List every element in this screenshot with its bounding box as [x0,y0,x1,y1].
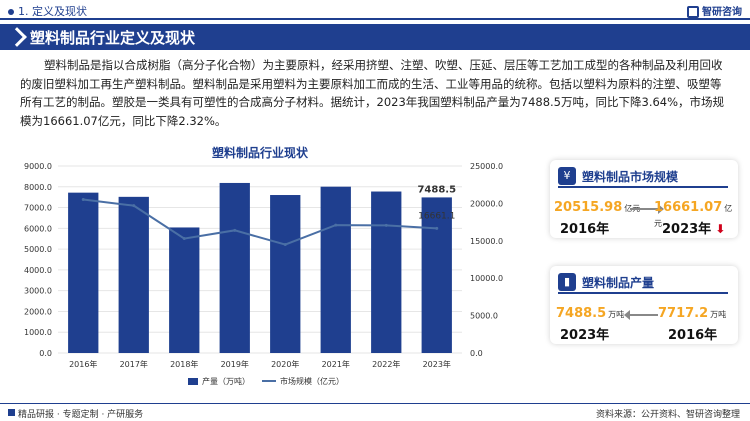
right-year: 2016年 [668,328,718,343]
right-number: 7717.2 [658,306,709,321]
bar [320,186,351,353]
series-line [83,198,437,246]
card-title: 塑料制品产量 [582,276,655,290]
legend-line-label: 市场规模（亿元） [280,376,344,386]
legend-bar-label: 产量（万吨） [202,376,250,386]
x-tick-label: 2020年 [271,359,299,369]
y-left-tick-label: 5000.0 [24,245,52,254]
y-right-tick-label: 20000.0 [470,199,503,208]
down-arrow-icon: ⬇ [711,222,726,236]
bar-data-label: 7488.5 [417,184,456,195]
card-header: ▮ 塑料制品产量 [558,272,728,294]
bar [169,227,200,353]
from-number: 20515.98 [554,200,623,215]
from-year: 2016年 [560,222,610,237]
y-right-tick-label: 25000.0 [470,162,503,171]
market-size-card: ¥ 塑料制品市场规模 20515.98亿元 16661.07亿元 2016年 2… [550,160,738,238]
y-left-tick-label: 3000.0 [24,287,52,296]
line-point [81,198,85,202]
bar [371,191,402,353]
to-year: 2023年 ⬇ [662,218,725,237]
line-point [384,223,388,227]
left-unit: 万吨 [608,310,625,319]
x-tick-label: 2019年 [221,359,249,369]
y-right-tick-label: 15000.0 [470,237,503,246]
money-icon: ¥ [558,167,576,185]
section-label: 1. 定义及现状 [8,3,87,19]
output-card: ▮ 塑料制品产量 7488.5 万吨 7717.2 万吨 2023年 2016年 [550,266,738,344]
intro-paragraph: 塑料制品是指以合成树脂（高分子化合物）为主要原料，经采用挤塑、注塑、吹塑、压延、… [20,58,725,128]
arrow-right-icon [630,204,664,214]
to-year-text: 2023年 [662,222,712,237]
bar-chart-icon: ▮ [558,273,576,291]
bar [118,196,149,353]
logo-icon [687,6,699,18]
x-tick-label: 2016年 [69,359,97,369]
brand-name: 智研咨询 [702,7,742,18]
x-tick-label: 2021年 [322,359,350,369]
to-unit: 亿元 [654,204,733,228]
x-tick-label: 2022年 [372,359,400,369]
left-number: 7488.5 [556,306,607,321]
section-text: 1. 定义及现状 [18,5,87,18]
page-title: 塑料制品行业定义及现状 [30,29,196,47]
y-left-tick-label: 0.0 [39,349,52,358]
from-value: 20515.98亿元 [554,200,640,215]
left-value: 7488.5 万吨 [556,306,624,321]
footer-square-icon [8,409,15,416]
right-value: 7717.2 万吨 [658,306,726,321]
legend-bar-swatch [188,378,198,385]
card-header: ¥ 塑料制品市场规模 [558,166,728,188]
line-point [182,237,186,241]
line-point [233,228,237,232]
arrow-left-icon [624,310,658,320]
y-left-tick-label: 2000.0 [24,307,52,316]
y-left-tick-label: 4000.0 [24,266,52,275]
y-right-tick-label: 10000.0 [470,274,503,283]
chart-title: 塑料制品行业现状 [211,146,308,160]
y-left-tick-label: 7000.0 [24,204,52,213]
bar [270,195,301,353]
left-year: 2023年 [560,328,610,343]
bar [219,182,250,353]
footer-left: 精品研报 · 专题定制 · 产研服务 [18,410,144,420]
y-left-tick-label: 8000.0 [24,183,52,192]
y-left-tick-label: 1000.0 [24,328,52,337]
bar [68,192,99,353]
card-title: 塑料制品市场规模 [582,170,679,184]
x-tick-label: 2017年 [120,359,148,369]
right-unit: 万吨 [710,310,727,319]
bullet-icon [8,9,14,15]
footer-source: 资料来源：公开资料、智研咨询整理 [595,410,740,420]
footer: 精品研报 · 专题定制 · 产研服务 资料来源：公开资料、智研咨询整理 [0,403,750,421]
brand-logo: 智研咨询 [687,3,742,18]
line-point [283,243,287,247]
y-left-tick-label: 9000.0 [24,162,52,171]
x-tick-label: 2018年 [170,359,198,369]
y-right-tick-label: 0.0 [470,349,483,358]
to-value: 16661.07 亿元 [654,200,738,230]
combo-chart: 0.0 1000.0 2000.0 3000.0 4000.0 5000.0 6000.0 7… [24,162,503,386]
top-bar: 1. 定义及现状 智研咨询 [0,0,750,20]
line-point [132,204,136,208]
line-point [334,223,338,227]
title-bar: 塑料制品行业定义及现状 [0,24,750,50]
bar [421,197,452,353]
y-left-tick-label: 6000.0 [24,224,52,233]
line-point [435,226,439,230]
line-data-label: 16661.1 [418,211,455,221]
y-right-tick-label: 5000.0 [470,312,498,321]
chevron-right-icon [7,27,27,47]
x-tick-label: 2023年 [423,359,451,369]
to-number: 16661.07 [654,200,723,215]
